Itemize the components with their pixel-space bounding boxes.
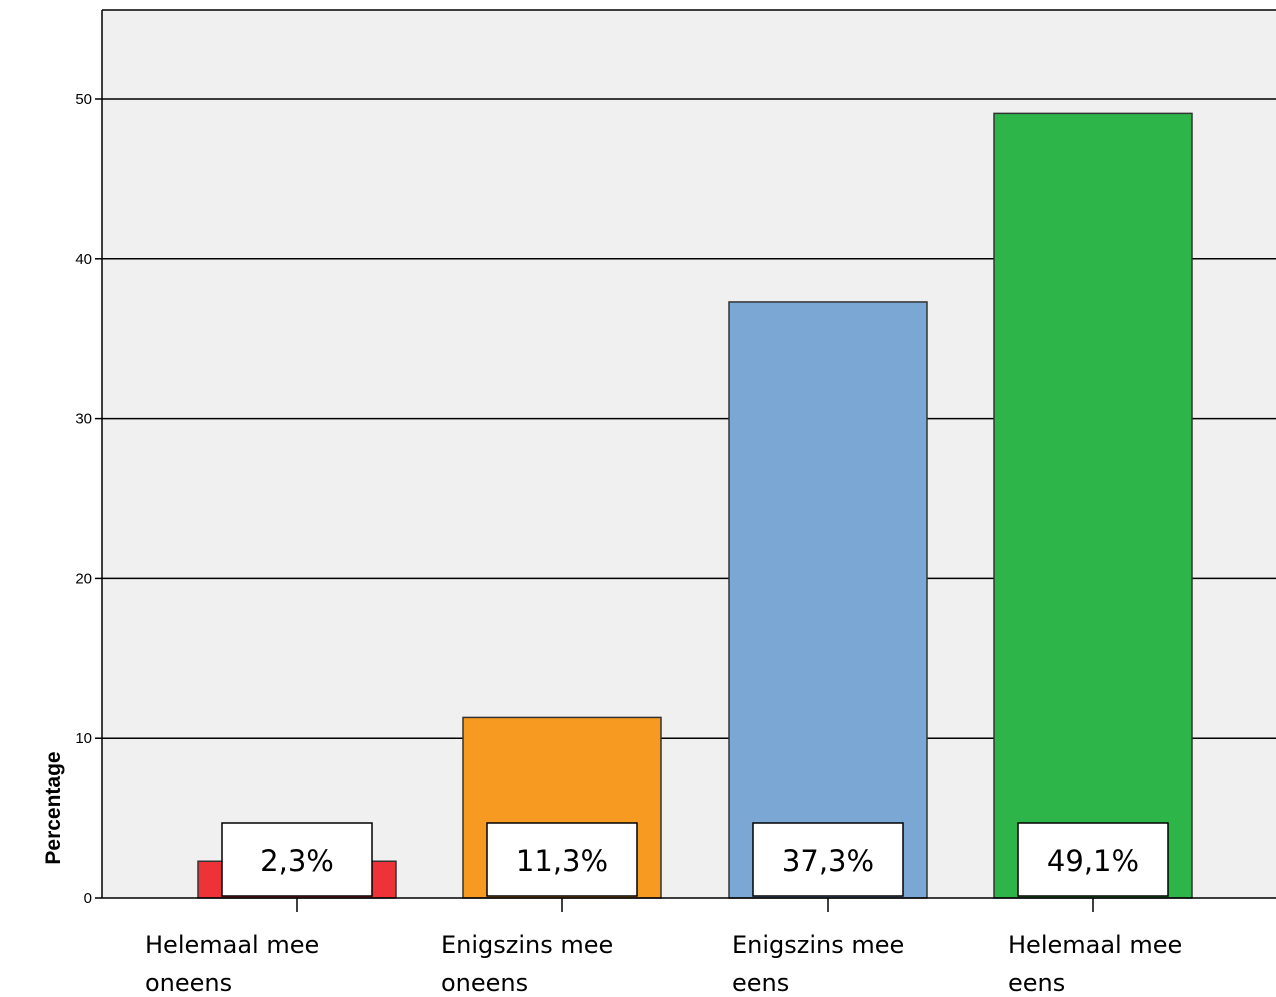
y-tick-label: 10 xyxy=(75,730,92,747)
y-tick-label: 20 xyxy=(75,570,92,587)
bars xyxy=(197,112,1193,899)
x-tick-label: Enigszins mee oneens xyxy=(441,931,613,997)
y-tick-label: 40 xyxy=(75,251,92,268)
y-axis: 0 10 20 30 40 50 xyxy=(75,91,102,907)
y-axis-label: Percentage xyxy=(42,751,65,864)
x-tick-label: Helemaal mee eens xyxy=(1008,931,1182,997)
data-label: 11,3% xyxy=(516,844,608,878)
y-tick-label: 30 xyxy=(75,411,92,428)
data-label: 37,3% xyxy=(782,844,874,878)
data-labels: 2,3% 11,3% 37,3% 49,1% xyxy=(221,822,1169,897)
data-label-box xyxy=(1017,822,1169,897)
data-label: 2,3% xyxy=(260,844,334,878)
x-tick-label: Enigszins mee eens xyxy=(732,931,904,997)
y-tick-label: 50 xyxy=(75,91,92,108)
data-label-box xyxy=(752,822,904,897)
bar xyxy=(993,112,1193,899)
x-axis: Helemaal mee oneens Enigszins mee oneens Eni… xyxy=(145,898,1182,997)
y-tick-label: 0 xyxy=(84,890,92,907)
bar xyxy=(728,301,928,899)
x-tick-label: Helemaal mee oneens xyxy=(145,931,319,997)
data-label-box xyxy=(221,822,373,897)
data-label: 49,1% xyxy=(1047,844,1139,878)
data-label-box xyxy=(486,822,638,897)
